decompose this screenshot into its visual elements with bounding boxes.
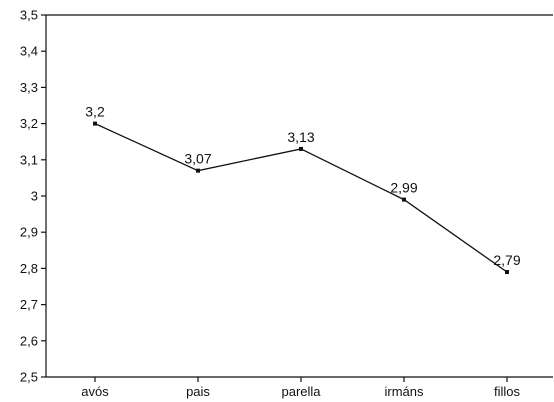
data-value-label: 3,2	[85, 104, 105, 120]
x-category-label: pais	[186, 384, 210, 399]
data-point-marker	[505, 270, 509, 275]
y-tick-label: 3,1	[20, 152, 38, 167]
y-tick-label: 3,2	[20, 116, 38, 131]
plot-frame	[45, 14, 553, 378]
data-point-marker	[299, 146, 303, 151]
y-tick-label: 2,5	[20, 370, 38, 385]
data-labels: 3,2 3,07 3,13 2,99 2,79	[85, 104, 521, 268]
y-tick-label: 2,6	[20, 333, 38, 348]
data-point-marker	[196, 168, 200, 173]
y-tick-label: 3	[31, 189, 38, 204]
y-axis-ticks: 2,5 2,6 2,7 2,8 2,9 3 3,1 3,2 3,3 3,4 3,5	[20, 8, 46, 385]
data-value-label: 2,99	[390, 180, 417, 196]
data-value-label: 3,13	[287, 129, 314, 145]
x-axis-ticks: avós pais parella irmáns fillos	[81, 377, 520, 399]
y-tick-label: 3,4	[20, 44, 38, 59]
x-category-label: avós	[81, 384, 109, 399]
data-point-marker	[402, 197, 406, 202]
x-category-label: parella	[281, 384, 321, 399]
y-tick-label: 2,7	[20, 297, 38, 312]
x-category-label: irmáns	[384, 384, 424, 399]
y-tick-label: 3,5	[20, 8, 38, 23]
data-value-label: 2,79	[493, 252, 520, 268]
data-point-marker	[93, 121, 97, 126]
x-category-label: fillos	[494, 384, 521, 399]
series-line	[94, 123, 508, 273]
data-value-label: 3,07	[184, 151, 211, 167]
y-tick-label: 2,8	[20, 261, 38, 276]
y-tick-label: 3,3	[20, 80, 38, 95]
y-tick-label: 2,9	[20, 225, 38, 240]
series-line-group	[93, 121, 509, 275]
